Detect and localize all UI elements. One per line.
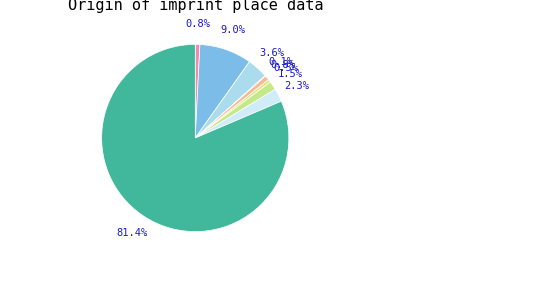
Text: 0.8%: 0.8%: [270, 60, 295, 70]
Title: Origin of imprint place data: Origin of imprint place data: [68, 0, 323, 13]
Text: 0.1%: 0.1%: [268, 57, 293, 67]
Wedge shape: [102, 44, 289, 232]
Wedge shape: [195, 76, 268, 138]
Text: 3.6%: 3.6%: [259, 48, 284, 58]
Wedge shape: [195, 89, 281, 138]
Wedge shape: [195, 82, 275, 138]
Wedge shape: [195, 76, 266, 138]
Text: 0.5%: 0.5%: [273, 63, 298, 73]
Wedge shape: [195, 80, 270, 138]
Text: 2.3%: 2.3%: [284, 81, 309, 91]
Wedge shape: [195, 44, 250, 138]
Wedge shape: [195, 62, 265, 138]
Wedge shape: [195, 44, 200, 138]
Text: 0.8%: 0.8%: [185, 19, 211, 29]
Text: 1.5%: 1.5%: [277, 69, 302, 79]
Text: 81.4%: 81.4%: [117, 228, 148, 238]
Text: 9.0%: 9.0%: [220, 25, 245, 35]
